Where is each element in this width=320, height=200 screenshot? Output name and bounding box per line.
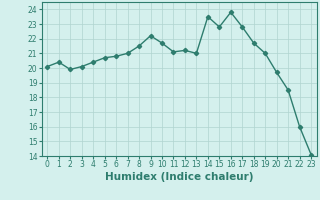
X-axis label: Humidex (Indice chaleur): Humidex (Indice chaleur) bbox=[105, 172, 253, 182]
